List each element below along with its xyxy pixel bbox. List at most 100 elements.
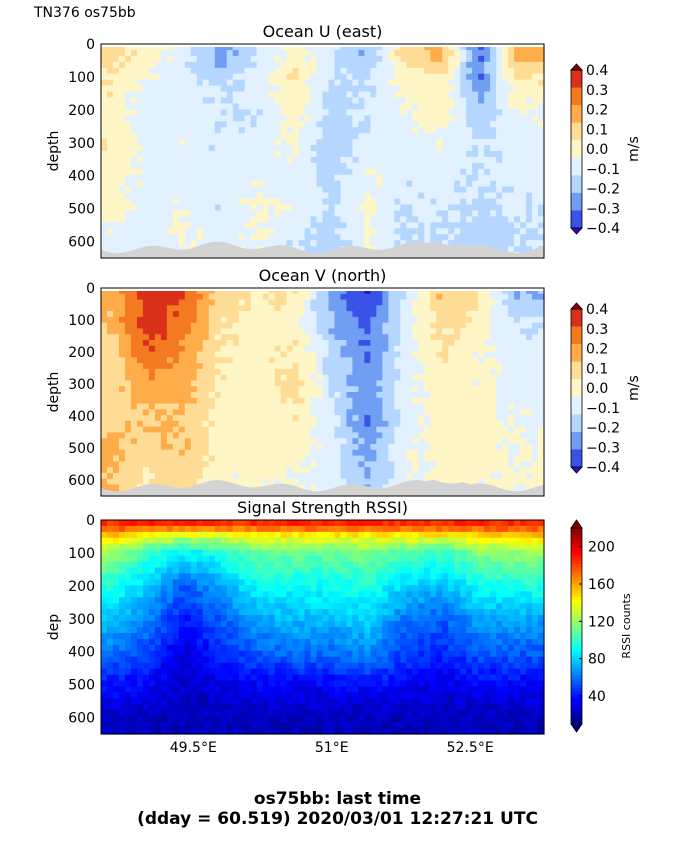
heatmap-cell [532, 415, 539, 422]
heatmap-cell [286, 403, 294, 410]
heatmap-cell [101, 115, 108, 122]
heatmap-cell [304, 340, 312, 347]
heatmap-cell [358, 334, 366, 341]
heatmap-cell [292, 210, 300, 217]
heatmap-cell [172, 444, 180, 451]
heatmap-cell [322, 322, 330, 330]
heatmap-cell [148, 216, 156, 223]
heatmap-cell [400, 415, 407, 422]
heatmap-cell [460, 386, 467, 393]
heatmap-cell [514, 133, 521, 140]
colorbar-tick-label: 0.2 [586, 103, 608, 119]
heatmap-cell [454, 409, 461, 416]
heatmap-cell [430, 198, 437, 206]
heatmap-cell [262, 186, 270, 194]
heatmap-cell [214, 180, 222, 188]
heatmap-cell [334, 97, 342, 105]
heatmap-cell [376, 368, 383, 376]
heatmap-cell [190, 345, 198, 353]
heatmap-cell [508, 305, 515, 312]
heatmap-cell [358, 293, 366, 301]
heatmap-cell [352, 151, 360, 158]
heatmap-cell [358, 67, 366, 75]
heatmap-cell [262, 368, 270, 376]
heatmap-cell [148, 240, 156, 247]
heatmap-cell [178, 299, 186, 306]
heatmap-cell [292, 168, 300, 176]
heatmap-cell [166, 311, 174, 318]
heatmap-cell [268, 374, 276, 382]
heatmap-cell [508, 363, 515, 370]
heatmap-cell [472, 103, 479, 110]
heatmap-cell [382, 97, 389, 105]
heatmap-cell [340, 133, 348, 140]
heatmap-cell [304, 145, 312, 152]
heatmap-cell [466, 444, 473, 451]
heatmap-cell [454, 420, 461, 428]
heatmap-cell [496, 415, 503, 422]
heatmap-cell [370, 426, 377, 434]
heatmap-cell [298, 103, 306, 110]
heatmap-cell [514, 49, 521, 57]
heatmap-cell [514, 151, 521, 158]
heatmap-cell [412, 420, 419, 428]
heatmap-cell [412, 426, 419, 434]
heatmap-cell [286, 115, 294, 122]
heatmap-cell [406, 392, 413, 399]
heatmap-cell [526, 222, 533, 229]
heatmap-cell [142, 192, 150, 200]
heatmap-cell [460, 363, 467, 370]
heatmap-cell [364, 79, 371, 87]
heatmap-cell [316, 316, 324, 324]
heatmap-cell [538, 115, 545, 122]
heatmap-cell [286, 363, 294, 370]
heatmap-cell [256, 322, 264, 330]
heatmap-cell [442, 85, 449, 93]
heatmap-cell [118, 334, 126, 341]
heatmap-cell [376, 334, 383, 341]
heatmap-cell [418, 115, 425, 122]
heatmap-cell [106, 368, 114, 376]
heatmap-cell [532, 49, 539, 57]
heatmap-cell [190, 133, 198, 140]
heatmap-cell [358, 222, 366, 229]
heatmap-cell [118, 168, 126, 176]
heatmap-cell [406, 186, 413, 194]
heatmap-cell [382, 438, 389, 445]
heatmap-cell [496, 432, 503, 439]
heatmap-cell [142, 49, 150, 57]
heatmap-cell [358, 444, 366, 451]
heatmap-cell [286, 288, 294, 295]
heatmap-cell [490, 151, 497, 158]
heatmap-cell [310, 234, 318, 241]
heatmap-cell [334, 455, 342, 462]
heatmap-cell [424, 345, 431, 353]
heatmap-cell [190, 426, 198, 434]
heatmap-cell [382, 85, 389, 93]
heatmap-cell [101, 305, 108, 312]
heatmap-cell [400, 198, 407, 206]
heatmap-cell [112, 44, 120, 51]
y-tick-label: 100 [68, 313, 95, 329]
heatmap-cell [532, 228, 539, 235]
heatmap-cell [304, 386, 312, 393]
heatmap-cell [460, 288, 467, 295]
heatmap-cell [484, 444, 491, 451]
heatmap-cell [196, 103, 204, 110]
heatmap-cell [268, 397, 276, 405]
heatmap-cell [238, 156, 246, 164]
heatmap-cell [154, 240, 162, 247]
heatmap-cell [310, 392, 318, 399]
heatmap-cell [346, 351, 354, 358]
heatmap-cell [364, 73, 371, 81]
heatmap-cell [310, 79, 318, 87]
heatmap-cell [148, 79, 156, 87]
heatmap-cell [496, 228, 503, 235]
heatmap-cell [400, 139, 407, 146]
heatmap-cell [101, 374, 108, 382]
heatmap-cell [101, 316, 108, 324]
heatmap-cell [322, 374, 330, 382]
heatmap-cell [496, 109, 503, 116]
heatmap-cell [112, 351, 120, 358]
heatmap-cell [520, 357, 527, 364]
